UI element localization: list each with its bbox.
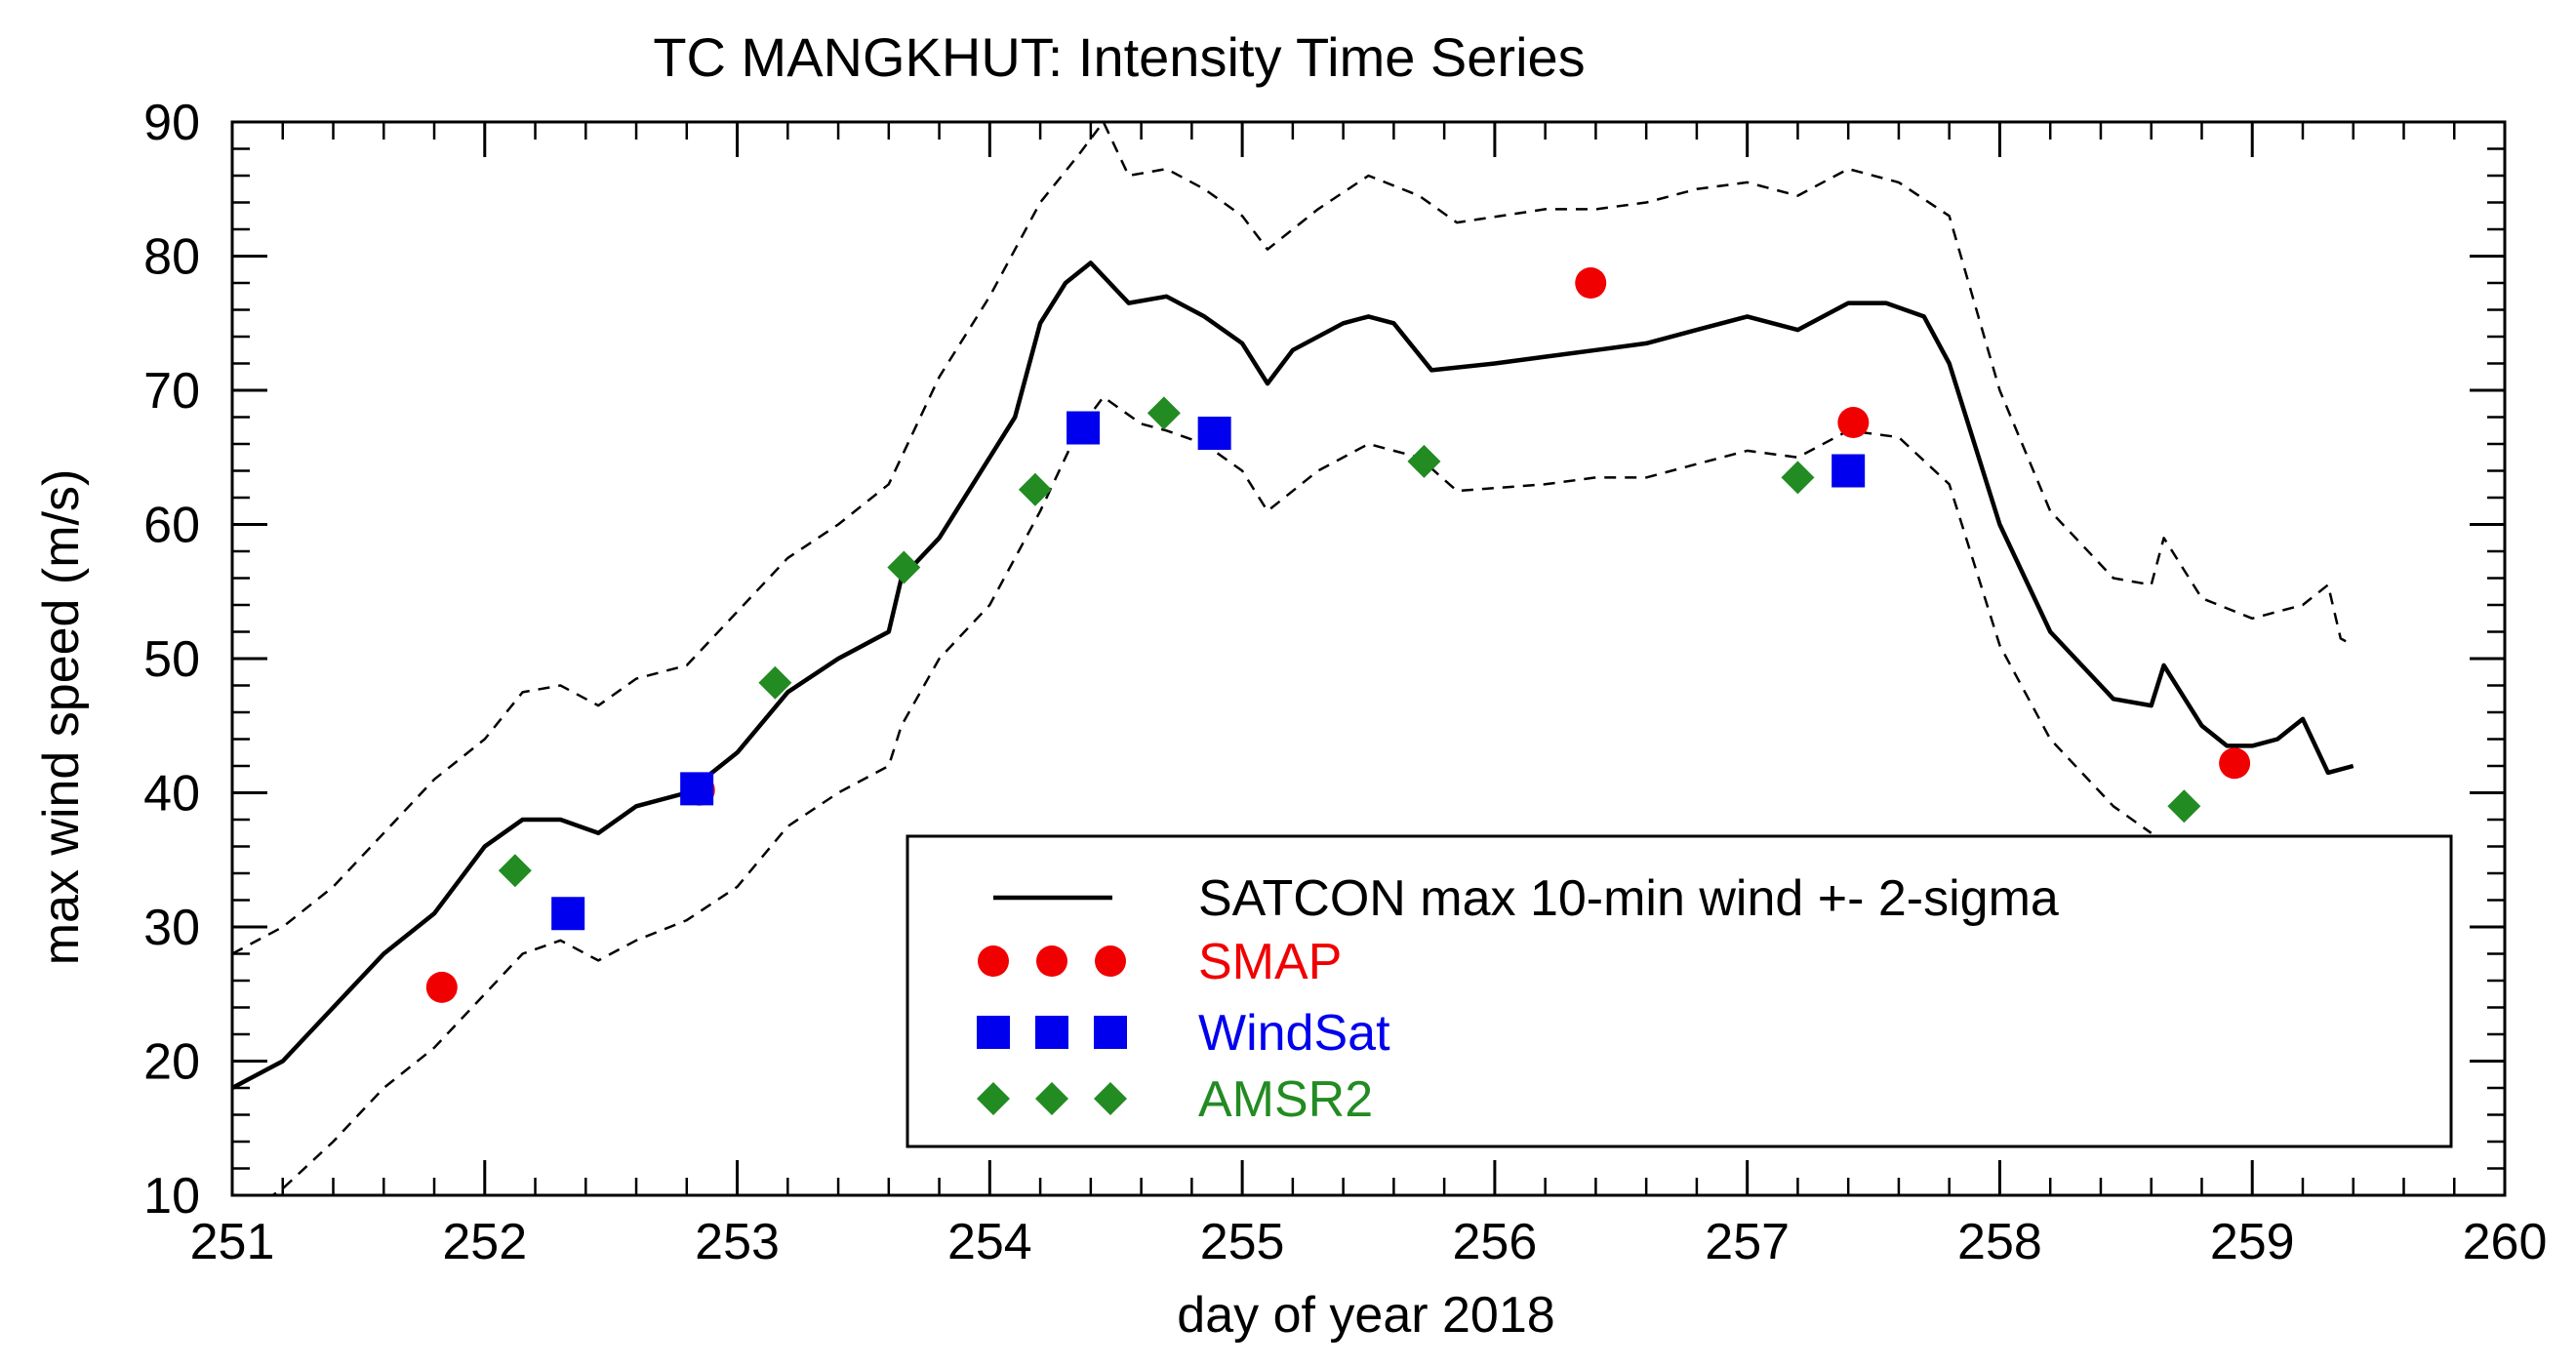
smap-point (1575, 267, 1607, 299)
amsr2-point (887, 550, 921, 584)
windsat-point (1067, 411, 1101, 445)
y-tick-label: 40 (143, 766, 200, 823)
legend-label-amsr2: AMSR2 (1198, 1071, 1373, 1128)
y-tick-label: 80 (143, 229, 200, 286)
x-tick-label: 258 (1957, 1214, 2042, 1270)
legend-amsr2-marker (1094, 1082, 1127, 1115)
legend-label-windsat: WindSat (1198, 1005, 1390, 1062)
legend-windsat-marker (1094, 1016, 1127, 1049)
chart-title: TC MANGKHUT: Intensity Time Series (653, 26, 1585, 88)
legend-amsr2-marker (977, 1082, 1010, 1115)
smap-point (2219, 747, 2251, 780)
amsr2-point (1018, 472, 1052, 506)
x-tick-label: 255 (1200, 1214, 1285, 1270)
satcon-upper-bound-line (232, 122, 2355, 955)
y-tick-label: 20 (143, 1034, 200, 1091)
legend-smap-marker (978, 945, 1009, 977)
amsr2-point (1407, 444, 1441, 478)
x-tick-label: 259 (2210, 1214, 2295, 1270)
x-tick-label: 252 (442, 1214, 527, 1270)
x-tick-label: 253 (695, 1214, 780, 1270)
x-tick-label: 251 (190, 1214, 275, 1270)
amsr2-point (2167, 789, 2201, 824)
windsat-point (680, 772, 714, 806)
amsr2-point (758, 665, 792, 700)
amsr2-point (498, 854, 532, 888)
y-tick-label: 10 (143, 1168, 200, 1225)
x-axis-label: day of year 2018 (1177, 1287, 1554, 1344)
legend-label-smap: SMAP (1198, 934, 1342, 990)
x-tick-label: 260 (2463, 1214, 2548, 1270)
x-tick-label: 257 (1705, 1214, 1790, 1270)
legend-box (906, 834, 2453, 1148)
amsr2-point (1147, 396, 1181, 430)
axes: 251 252 253 254 255 256 257 258 259 260 10 20 30 40 50… (143, 95, 2547, 1270)
legend: SATCON max 10-min wind +- 2-sigma SMAP Win… (906, 834, 2453, 1148)
windsat-point (1831, 454, 1866, 488)
legend-amsr2-marker (1035, 1082, 1068, 1115)
x-tick-label: 256 (1453, 1214, 1538, 1270)
y-tick-label: 30 (143, 900, 200, 956)
y-axis-label: max wind speed (m/s) (33, 469, 90, 966)
legend-windsat-marker (977, 1016, 1010, 1049)
windsat-point (1197, 417, 1231, 450)
plot-area (232, 122, 2355, 1195)
legend-label-satcon-max-10-min-wind-2-sigma: SATCON max 10-min wind +- 2-sigma (1198, 870, 2059, 927)
y-tick-label: 90 (143, 95, 200, 151)
y-tick-label: 60 (143, 498, 200, 554)
legend-smap-marker (1036, 945, 1067, 977)
legend-smap-marker (1095, 945, 1126, 977)
satcon-wind-line (232, 261, 2355, 1090)
smap-point (1837, 407, 1870, 438)
smap-point (425, 971, 458, 1003)
satcon-lower-bound-line (270, 395, 2153, 1195)
y-tick-label: 70 (143, 363, 200, 420)
amsr2-point (1781, 461, 1815, 495)
legend-windsat-marker (1035, 1016, 1068, 1049)
windsat-point (551, 897, 585, 931)
y-tick-label: 50 (143, 631, 200, 688)
x-tick-label: 254 (947, 1214, 1032, 1270)
